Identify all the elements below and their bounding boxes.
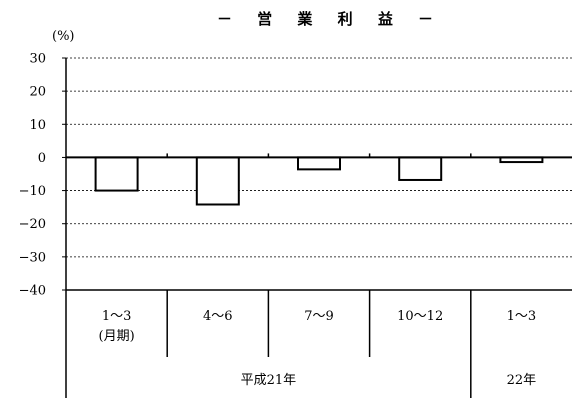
y-tick-label: −20 bbox=[19, 217, 46, 232]
y-tick-label: 10 bbox=[29, 118, 46, 133]
y-axis-unit-label: (%) bbox=[52, 29, 75, 44]
y-tick-label: −30 bbox=[19, 250, 46, 265]
category-label: 10～12 bbox=[397, 309, 443, 324]
group-label: 平成21年 bbox=[241, 373, 297, 388]
category-label: 4～6 bbox=[203, 309, 233, 324]
y-tick-label: −40 bbox=[19, 284, 46, 299]
axes bbox=[62, 58, 572, 398]
bar bbox=[197, 157, 239, 204]
chart-title: － 営 業 利 益 － bbox=[217, 10, 443, 28]
y-tick-label: −10 bbox=[19, 184, 46, 199]
category-label: 1～3 bbox=[507, 309, 537, 324]
y-tick-label: 0 bbox=[38, 151, 46, 166]
bar bbox=[298, 157, 340, 169]
y-tick-label: 30 bbox=[29, 52, 46, 67]
y-tick-label: 20 bbox=[29, 85, 46, 100]
group-label: 22年 bbox=[507, 373, 537, 388]
bar bbox=[399, 157, 441, 180]
group-labels: 平成21年 22年 bbox=[241, 373, 537, 388]
category-label: 7～9 bbox=[304, 309, 334, 324]
category-label: 1～3 bbox=[102, 309, 132, 324]
bar bbox=[96, 157, 138, 190]
bars bbox=[96, 157, 543, 204]
category-label: (月期) bbox=[99, 329, 135, 344]
gridlines bbox=[66, 91, 572, 257]
y-axis-ticks: 30 20 10 0 −10 −20 −30 −40 bbox=[19, 52, 46, 299]
